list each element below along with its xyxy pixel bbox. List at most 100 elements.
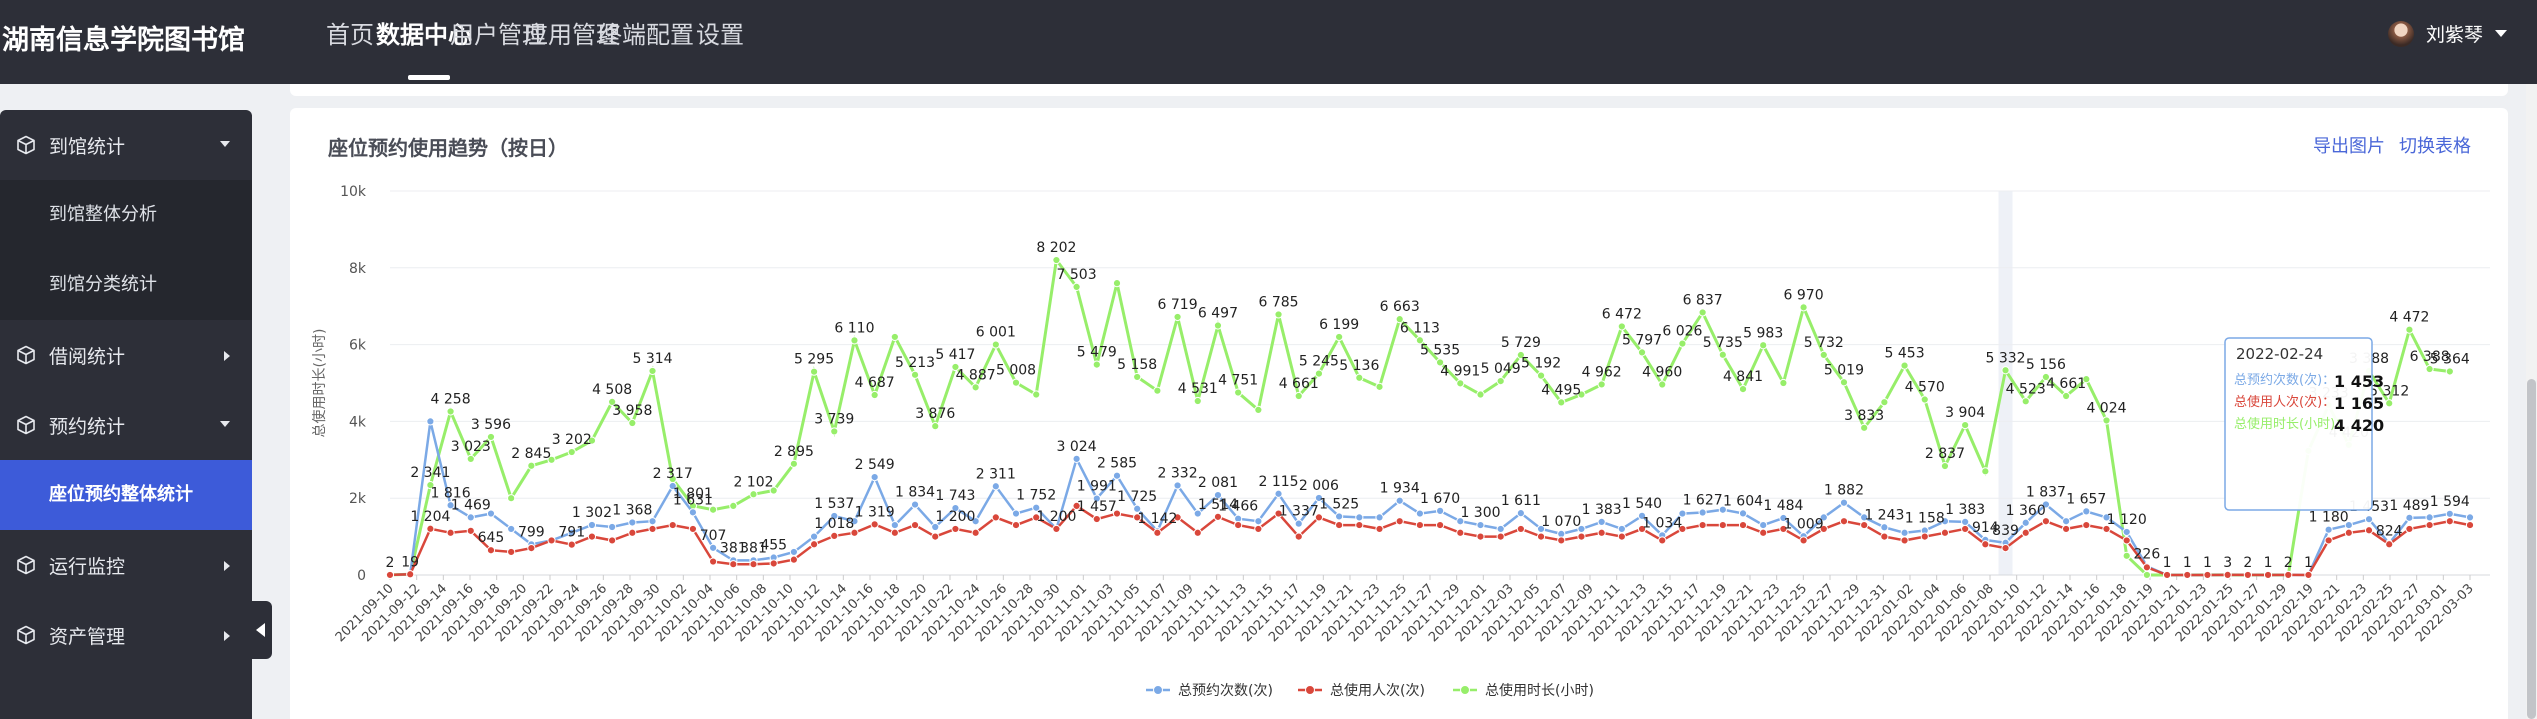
data-point xyxy=(1799,303,1808,312)
sidebar-group-3[interactable]: 运行监控 xyxy=(0,530,252,600)
export-image-link[interactable]: 导出图片 xyxy=(2313,136,2385,157)
data-label: 3 596 xyxy=(471,417,511,433)
data-point xyxy=(991,513,1000,522)
data-point xyxy=(648,366,657,376)
data-point xyxy=(466,513,475,522)
data-point xyxy=(507,524,516,534)
data-label: 1 631 xyxy=(673,492,713,508)
data-point xyxy=(1577,532,1586,541)
data-label: 1 670 xyxy=(1420,491,1460,507)
data-point xyxy=(2324,536,2333,545)
data-point xyxy=(446,407,455,416)
data-point xyxy=(2102,416,2111,425)
data-point xyxy=(2405,513,2414,522)
data-point xyxy=(1133,504,1142,513)
data-point xyxy=(688,524,698,534)
sidebar-group-2[interactable]: 预约统计 xyxy=(0,390,252,460)
user-menu[interactable]: 刘紫琴 xyxy=(2387,20,2507,47)
data-label: 7 503 xyxy=(1057,267,1097,283)
data-point xyxy=(2364,526,2374,535)
data-point xyxy=(1476,390,1485,399)
data-label: 1 243 xyxy=(1864,507,1904,523)
data-label: 6 026 xyxy=(1662,324,1702,340)
data-point xyxy=(2062,391,2071,401)
data-point xyxy=(1193,528,1202,537)
data-point xyxy=(870,390,879,400)
sidebar-group-4[interactable]: 资产管理 xyxy=(0,600,252,670)
data-point xyxy=(2082,520,2091,530)
toggle-table-link[interactable]: 切换表格 xyxy=(2399,136,2471,157)
sidebar-group-label: 预约统计 xyxy=(49,415,126,438)
data-point xyxy=(587,520,597,530)
data-point xyxy=(830,511,839,521)
data-point xyxy=(1637,348,1647,357)
data-point xyxy=(2425,364,2434,374)
data-label: 824 xyxy=(2376,523,2403,539)
data-label: 2 549 xyxy=(855,457,895,473)
data-point xyxy=(1415,520,1425,530)
page-scrollbar[interactable] xyxy=(2526,84,2537,719)
chevron-down-icon[interactable] xyxy=(2495,30,2507,37)
data-label: 3 023 xyxy=(451,439,491,455)
nav-item-1[interactable]: 数据中心 xyxy=(374,0,474,84)
sidebar-item-0-0[interactable]: 到馆整体分析 xyxy=(0,180,252,250)
data-point xyxy=(628,528,637,537)
nav-item-3[interactable]: 应用管理 xyxy=(524,21,620,49)
data-label: 5 453 xyxy=(1885,346,1925,362)
data-point xyxy=(850,528,859,537)
data-point xyxy=(1536,371,1546,380)
data-point xyxy=(1193,396,1202,406)
data-point xyxy=(1738,385,1748,394)
nav-item-0[interactable]: 首页 xyxy=(326,21,374,49)
nav-item-4[interactable]: 终端配置 xyxy=(598,21,694,49)
data-label: 5 136 xyxy=(1339,358,1379,374)
sidebar-collapse-button[interactable] xyxy=(250,601,272,659)
tooltip-row-value: 4 420 xyxy=(2334,416,2384,435)
chevron-right-icon xyxy=(224,631,230,641)
data-point xyxy=(1698,520,1707,530)
sidebar-group-1[interactable]: 借阅统计 xyxy=(0,320,252,390)
data-label: 1 934 xyxy=(1380,481,1420,497)
data-point xyxy=(628,418,637,428)
data-label: 4 841 xyxy=(1723,369,1763,385)
data-point xyxy=(688,508,698,517)
data-point xyxy=(1779,378,1788,388)
nav-item-5[interactable]: 设置 xyxy=(696,21,744,49)
data-point xyxy=(1557,536,1566,545)
data-label: 226 xyxy=(2134,546,2161,562)
sidebar-group-0[interactable]: 到馆统计 xyxy=(0,110,252,180)
data-label: 4 570 xyxy=(1905,380,1945,396)
y-tick-label: 6k xyxy=(349,338,367,354)
data-point xyxy=(1536,532,1546,541)
data-point xyxy=(1153,528,1162,537)
avatar[interactable] xyxy=(2387,20,2414,47)
data-label: 4 661 xyxy=(2046,376,2086,392)
data-point xyxy=(1658,380,1667,389)
data-point xyxy=(749,490,758,499)
sidebar-item-2-0[interactable]: 座位预约整体统计 xyxy=(0,460,252,530)
data-point xyxy=(1496,524,1505,534)
nav-item-2[interactable]: 用户管理 xyxy=(450,21,546,49)
data-point xyxy=(1617,322,1626,331)
data-label: 1 300 xyxy=(1460,505,1500,521)
cube-icon xyxy=(16,415,36,435)
data-point xyxy=(1335,520,1344,530)
data-label: 1 142 xyxy=(1137,511,1177,527)
data-label: 5 364 xyxy=(2430,351,2470,367)
data-point xyxy=(1112,279,1122,288)
data-point xyxy=(1718,505,1727,514)
data-point xyxy=(789,547,798,557)
data-point xyxy=(1516,350,1525,360)
data-label: 5 156 xyxy=(2026,357,2066,373)
data-point xyxy=(850,336,859,345)
data-label: 6 785 xyxy=(1258,294,1298,310)
data-point xyxy=(1052,255,1061,265)
data-point xyxy=(709,543,718,552)
data-point xyxy=(1415,336,1425,345)
scrollbar-thumb[interactable] xyxy=(2527,379,2536,719)
user-name[interactable]: 刘紫琴 xyxy=(2425,24,2483,46)
data-label: 1 120 xyxy=(2107,512,2147,528)
data-label: 4 495 xyxy=(1541,382,1581,398)
y-tick-label: 10k xyxy=(340,184,367,200)
sidebar-item-0-1[interactable]: 到馆分类统计 xyxy=(0,250,252,320)
